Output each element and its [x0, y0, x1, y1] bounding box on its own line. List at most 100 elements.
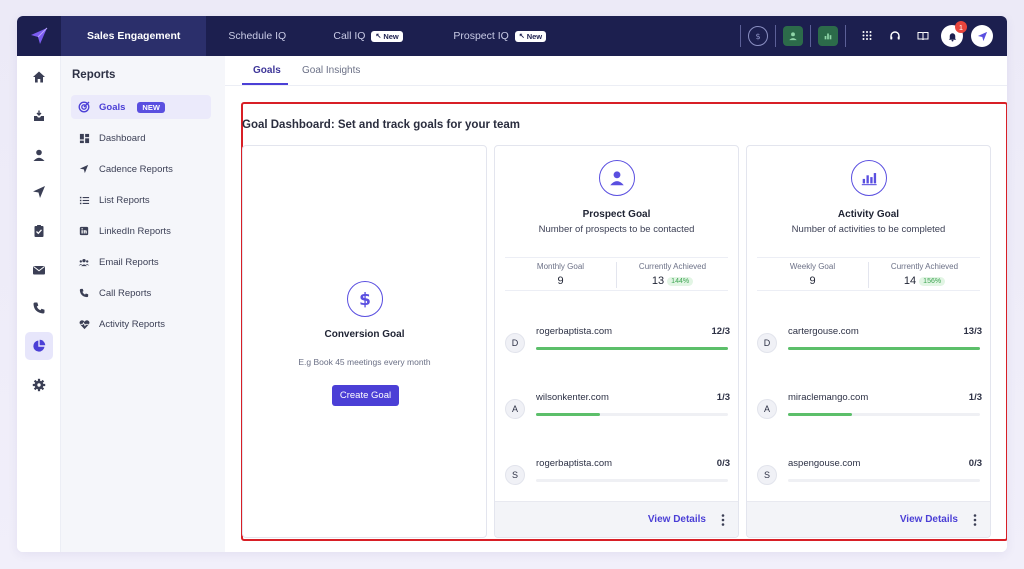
send-icon	[78, 163, 90, 175]
achieved-stat: Currently Achieved 14 156%	[869, 258, 980, 292]
activity-goal-subtitle: Number of activities to be completed	[791, 224, 946, 235]
rail-tasks[interactable]	[25, 217, 53, 245]
avatar: D	[757, 333, 777, 353]
sparkle-icon: ↖	[518, 33, 525, 40]
row-count: 12/3	[711, 326, 731, 337]
tab-goal-insights[interactable]: Goal Insights	[302, 65, 361, 76]
reports-item-label: Goals	[99, 101, 126, 113]
tab-call-iq[interactable]: Call IQ ↖ New	[333, 16, 453, 56]
user-avatar[interactable]	[971, 25, 993, 47]
top-navigation: Sales Engagement Schedule IQ Call IQ ↖ Ne…	[17, 16, 1007, 56]
rail-reports[interactable]	[25, 332, 53, 360]
activity-goal-title: Activity Goal	[837, 209, 900, 220]
tab-label: Sales Engagement	[87, 30, 181, 42]
reports-item-activity[interactable]: Activity Reports	[71, 312, 211, 336]
tab-goals[interactable]: Goals	[253, 65, 281, 76]
reports-item-cadence[interactable]: Cadence Reports	[71, 157, 211, 181]
rail-mail[interactable]	[25, 256, 53, 284]
dollar-icon[interactable]: $	[748, 26, 768, 46]
reports-item-call[interactable]: Call Reports	[71, 281, 211, 305]
list-item[interactable]: D cartergouse.com 13/3	[757, 326, 982, 366]
prospect-goal-stats: Monthly Goal 9 Currently Achieved 13 144%	[505, 257, 728, 291]
send-icon	[33, 186, 45, 198]
progress-track	[536, 347, 728, 350]
list-item[interactable]: A wilsonkenter.com 1/3	[505, 392, 730, 432]
progress-track	[536, 413, 728, 416]
book-icon[interactable]	[915, 28, 931, 44]
divider	[740, 25, 741, 47]
sparkle-icon: ↖	[375, 33, 382, 40]
avatar: D	[505, 333, 525, 353]
rail-phone[interactable]	[25, 294, 53, 322]
view-details-link[interactable]: View Details	[647, 514, 706, 525]
user-icon	[33, 149, 45, 161]
pie-chart-icon	[33, 339, 46, 352]
notification-count-badge: 1	[955, 21, 967, 33]
avatar: S	[505, 465, 525, 485]
conversion-goal-card: $ Conversion Goal E.g Book 45 meetings e…	[242, 145, 487, 538]
list-item[interactable]: D rogerbaptista.com 12/3	[505, 326, 730, 366]
reports-item-list[interactable]: List Reports	[71, 188, 211, 212]
list-item[interactable]: S aspengouse.com 0/3	[757, 458, 982, 498]
heart-pulse-icon	[78, 318, 90, 330]
rail-send[interactable]	[25, 178, 53, 206]
rail-settings[interactable]	[25, 371, 53, 399]
bell-icon	[948, 32, 956, 42]
new-badge: ↖ New	[514, 30, 547, 42]
view-details-link[interactable]: View Details	[899, 514, 958, 525]
phone-icon	[78, 287, 90, 299]
divider	[810, 25, 811, 47]
svg-text:$: $	[359, 290, 371, 309]
create-goal-button[interactable]: Create Goal	[332, 385, 399, 406]
list-item[interactable]: S rogerbaptista.com 0/3	[505, 458, 730, 498]
more-options-icon[interactable]	[719, 513, 727, 527]
stat-label: Monthly Goal	[536, 262, 585, 271]
reports-item-email[interactable]: Email Reports	[71, 250, 211, 274]
notifications-button[interactable]: 1	[941, 21, 967, 47]
reports-item-dashboard[interactable]: Dashboard	[71, 126, 211, 150]
dialpad-icon[interactable]	[859, 28, 875, 44]
headset-icon[interactable]	[887, 28, 903, 44]
target-icon	[78, 101, 90, 113]
stat-value: 9	[557, 275, 564, 287]
active-tab-indicator	[242, 83, 288, 85]
progress-track	[788, 479, 980, 482]
row-name: wilsonkenter.com	[536, 392, 609, 403]
tab-prospect-iq[interactable]: Prospect IQ ↖ New	[453, 16, 547, 56]
progress-fill	[536, 413, 600, 416]
reports-item-linkedin[interactable]: LinkedIn Reports	[71, 219, 211, 243]
reports-item-label: List Reports	[99, 194, 150, 206]
main-content: Goals Goal Insights Goal Dashboard: Set …	[225, 56, 1007, 552]
conversion-goal-hint: E.g Book 45 meetings every month	[298, 357, 431, 367]
activity-goal-card: Activity Goal Number of activities to be…	[746, 145, 991, 538]
stat-value: 14	[903, 275, 917, 287]
reports-item-goals[interactable]: Goals NEW	[71, 95, 211, 119]
contact-icon[interactable]	[783, 26, 803, 46]
rail-user[interactable]	[25, 141, 53, 169]
stat-label: Currently Achieved	[638, 262, 707, 271]
more-options-icon[interactable]	[971, 513, 979, 527]
divider	[616, 262, 617, 288]
users-icon	[78, 256, 90, 268]
bar-chart-icon[interactable]	[818, 26, 838, 46]
logo[interactable]	[17, 16, 61, 56]
app-window: Sales Engagement Schedule IQ Call IQ ↖ Ne…	[17, 16, 1007, 552]
stat-label: Currently Achieved	[890, 262, 959, 271]
tab-sales-engagement[interactable]: Sales Engagement	[61, 16, 207, 56]
progress-fill	[788, 347, 980, 350]
row-name: miraclemango.com	[788, 392, 869, 403]
rail-home[interactable]	[25, 63, 53, 91]
prospect-goal-subtitle: Number of prospects to be contacted	[538, 224, 695, 235]
divider	[775, 25, 776, 47]
conversion-goal-title: Conversion Goal	[324, 329, 405, 340]
progress-track	[536, 479, 728, 482]
list-item[interactable]: A miraclemango.com 1/3	[757, 392, 982, 432]
home-icon	[33, 71, 45, 83]
divider	[868, 262, 869, 288]
stat-value: 13	[651, 275, 665, 287]
linkedin-icon	[78, 225, 90, 237]
dashboard-icon	[78, 132, 90, 144]
rail-inbox[interactable]	[25, 102, 53, 130]
user-icon	[599, 160, 635, 196]
tab-schedule-iq[interactable]: Schedule IQ	[206, 16, 333, 56]
